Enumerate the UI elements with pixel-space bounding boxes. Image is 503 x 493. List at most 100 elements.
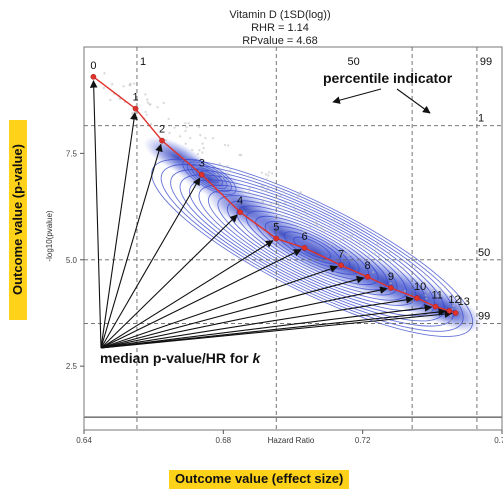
background-point [247, 175, 250, 178]
background-point [263, 196, 266, 199]
contour-ring [151, 158, 474, 337]
background-point [275, 197, 278, 200]
background-point [164, 139, 168, 142]
median-arrow [100, 275, 365, 349]
background-point [351, 234, 354, 237]
y-tick-label: 7.5 [66, 149, 78, 158]
median-arrows [89, 80, 453, 349]
contour-ring [245, 210, 379, 286]
background-point [226, 172, 229, 175]
y-tick-label: 2.5 [66, 362, 78, 371]
percentile-y-label: 1 [478, 113, 484, 125]
median-point-label: 3 [199, 158, 205, 170]
background-point [332, 218, 335, 221]
background-point [375, 243, 379, 246]
background-point [102, 86, 106, 90]
median-arrow [100, 304, 433, 349]
axis-ticks: 0.64 0.68 0.72 0.76 2.5 5.0 7.5 [66, 149, 503, 445]
background-point [248, 186, 251, 190]
background-point [427, 290, 430, 293]
median-point [414, 295, 420, 301]
background-point [373, 252, 376, 255]
median-point-label: 5 [273, 222, 279, 234]
background-point [341, 223, 345, 226]
background-point [260, 184, 263, 187]
median-point [132, 105, 139, 112]
background-point [449, 319, 453, 322]
median-point-label: 1 [133, 92, 139, 104]
background-point [131, 111, 135, 114]
median-point-label: 4 [237, 195, 243, 207]
percentile-indicator-arrows [332, 88, 431, 114]
percentile-labels: 1 50 99 1 50 99 [140, 56, 492, 323]
median-point-label: 11 [431, 290, 442, 302]
background-point [242, 190, 246, 194]
background-point [389, 282, 392, 285]
background-point [264, 202, 268, 206]
median-point-label: 2 [159, 124, 165, 136]
median-point [432, 303, 439, 310]
background-point [296, 216, 299, 219]
x-tick-label: 0.68 [216, 436, 232, 445]
background-point [149, 122, 153, 126]
median-label-text: median p-value/HR for [100, 350, 252, 366]
background-point [226, 165, 229, 168]
background-point [188, 136, 192, 140]
background-point [269, 203, 272, 206]
median-point [338, 262, 344, 269]
background-point [377, 254, 381, 258]
background-point [146, 101, 150, 104]
percentile-y-label: 50 [478, 247, 490, 259]
background-point [145, 113, 148, 116]
background-point [371, 271, 375, 274]
background-point [319, 226, 322, 230]
background-point [185, 126, 188, 129]
background-point [424, 294, 427, 297]
percentile-x-label: 50 [348, 56, 360, 68]
x-axis-label: Hazard Ratio [268, 436, 315, 445]
background-point [279, 194, 282, 197]
background-point [190, 148, 194, 152]
median-arrow [100, 310, 453, 349]
background-point [197, 125, 201, 129]
background-point [111, 83, 114, 86]
background-point [323, 229, 326, 233]
background-point [338, 239, 342, 242]
background-point [282, 208, 285, 212]
background-point [128, 83, 131, 87]
background-point [265, 178, 268, 181]
background-point [315, 221, 318, 224]
background-point [276, 202, 280, 205]
background-point [162, 101, 165, 105]
median-point [301, 245, 308, 251]
percentile-indicator-arrow [396, 88, 431, 114]
background-point [439, 286, 442, 290]
background-point [342, 237, 345, 241]
median-arrow [100, 295, 414, 349]
background-point [218, 162, 221, 165]
background-point [345, 248, 349, 251]
percentile-indicator-arrow [332, 88, 382, 104]
background-point [303, 209, 307, 213]
background-point [264, 173, 268, 176]
contour-ring [182, 158, 237, 195]
background-point [223, 143, 227, 147]
median-point [273, 235, 280, 242]
background-point [148, 103, 151, 106]
background-point [374, 247, 378, 251]
background-point [122, 85, 125, 88]
median-arrow [100, 214, 238, 349]
background-point [173, 126, 176, 129]
background-point [283, 201, 287, 205]
median-point [446, 307, 453, 314]
background-point [414, 266, 417, 269]
y-axis-label: -log10(pvalue) [45, 210, 54, 261]
median-point-label: 8 [365, 260, 371, 272]
median-arrow [100, 111, 138, 349]
background-point [196, 152, 200, 156]
background-point [431, 289, 435, 292]
background-point [217, 169, 220, 172]
background-point [228, 169, 232, 172]
median-point [364, 273, 371, 280]
